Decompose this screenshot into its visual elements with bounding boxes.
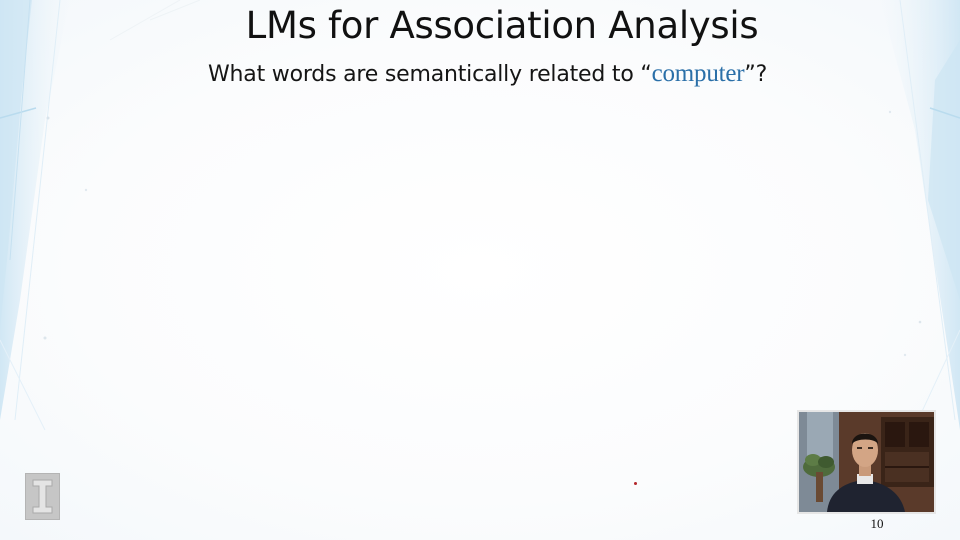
slide-title: LMs for Association Analysis: [245, 4, 759, 47]
slide-question: What words are semantically related to “…: [208, 60, 767, 88]
question-keyword: computer: [651, 60, 745, 87]
university-block-i-icon: [25, 473, 60, 520]
question-prefix: What words are semantically related to “: [208, 62, 652, 87]
presenter-webcam-video: [797, 410, 936, 514]
page-number: 10: [870, 516, 884, 531]
laser-pointer-dot: [634, 482, 637, 485]
question-suffix: ”?: [744, 62, 768, 87]
